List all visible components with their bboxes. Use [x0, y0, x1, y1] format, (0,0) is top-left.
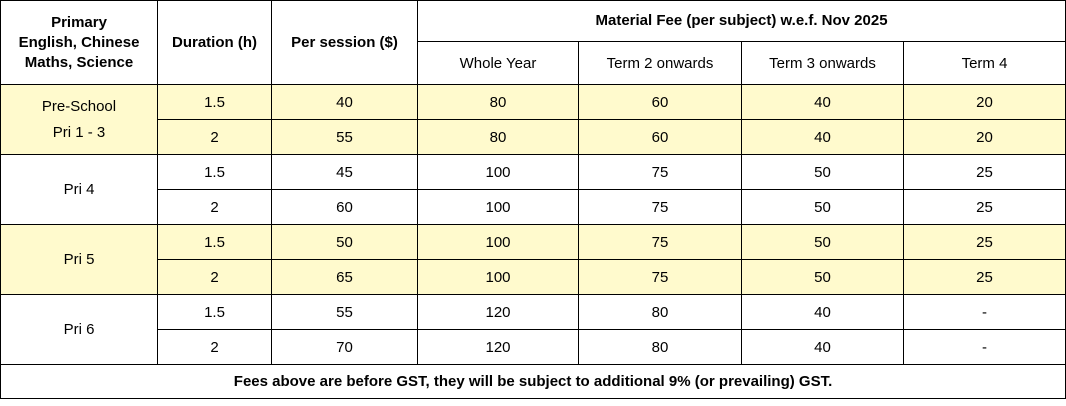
table-row: Pre-School Pri 1 - 3 1.5 40 80 60 40 20: [0, 84, 1066, 155]
per-session-cell: 60: [271, 189, 418, 225]
term4-cell: 25: [902, 189, 1066, 225]
term2-header: Term 2 onwards: [578, 41, 742, 85]
level-label: Pre-School: [41, 97, 117, 115]
per-session-cell: 45: [271, 154, 418, 190]
per-session-cell: 55: [271, 294, 418, 330]
term3-cell: 40: [741, 84, 904, 120]
term3-header: Term 3 onwards: [741, 41, 904, 85]
duration-header: Duration (h): [157, 0, 272, 85]
term2-cell: 80: [578, 329, 742, 365]
term4-cell: 20: [902, 119, 1066, 155]
term2-cell: 60: [578, 119, 742, 155]
level-header: Primary English, Chinese Maths, Science: [0, 0, 158, 85]
level-label: Pri 5: [63, 250, 95, 268]
table-row: 2 60 100 75 50 25: [1, 189, 1066, 225]
per-session-cell: 55: [271, 119, 418, 155]
level-cell: Pre-School Pri 1 - 3: [0, 84, 158, 155]
per-session-header: Per session ($): [271, 0, 418, 85]
term2-cell: 60: [578, 84, 742, 120]
level-cell: Pri 4: [0, 154, 158, 225]
term3-cell: 50: [741, 189, 904, 225]
duration-cell: 1.5: [157, 84, 272, 120]
term3-cell: 40: [741, 119, 904, 155]
term2-cell: 75: [578, 224, 742, 260]
level-label: Pri 4: [63, 180, 95, 198]
table-row: Pri 5 1.5 50 100 75 50 25: [0, 224, 1066, 295]
table-row: 2 65 100 75 50 25: [1, 259, 1066, 295]
term4-cell: 25: [902, 259, 1066, 295]
term4-cell: -: [902, 329, 1066, 365]
table-row: 2 55 80 60 40 20: [1, 119, 1066, 155]
duration-cell: 2: [157, 189, 272, 225]
term3-cell: 50: [741, 259, 904, 295]
table-row: Pri 6 1.5 55 120 80 40 -: [0, 294, 1066, 365]
whole-year-cell: 80: [417, 84, 579, 120]
whole-year-cell: 120: [417, 294, 579, 330]
whole-year-cell: 100: [417, 224, 579, 260]
per-session-cell: 50: [271, 224, 418, 260]
table-row: 2 70 120 80 40 -: [1, 329, 1066, 365]
level-header-line-1: Primary: [51, 13, 107, 31]
term4-cell: 25: [902, 154, 1066, 190]
term4-header: Term 4: [902, 41, 1066, 85]
level-header-line-2: English, Chinese: [18, 33, 140, 51]
whole-year-cell: 100: [417, 154, 579, 190]
level-cell: Pri 5: [0, 224, 158, 295]
whole-year-cell: 120: [417, 329, 579, 365]
duration-cell: 1.5: [157, 224, 272, 260]
level-label: Pri 1 - 3: [52, 123, 106, 141]
per-session-cell: 40: [271, 84, 418, 120]
table-row: Pri 4 1.5 45 100 75 50 25: [0, 154, 1066, 225]
material-fee-header: Material Fee (per subject) w.e.f. Nov 20…: [416, 0, 1066, 42]
term2-cell: 80: [578, 294, 742, 330]
term3-cell: 40: [741, 329, 904, 365]
duration-cell: 2: [157, 119, 272, 155]
term2-cell: 75: [578, 189, 742, 225]
duration-cell: 1.5: [157, 154, 272, 190]
term3-cell: 50: [741, 154, 904, 190]
per-session-cell: 70: [271, 329, 418, 365]
whole-year-header: Whole Year: [417, 41, 579, 85]
whole-year-cell: 80: [417, 119, 579, 155]
term4-cell: 25: [902, 224, 1066, 260]
whole-year-cell: 100: [417, 189, 579, 225]
duration-cell: 2: [157, 259, 272, 295]
duration-cell: 1.5: [157, 294, 272, 330]
term2-cell: 75: [578, 154, 742, 190]
term4-cell: 20: [902, 84, 1066, 120]
level-cell: Pri 6: [0, 294, 158, 365]
term2-cell: 75: [578, 259, 742, 295]
term3-cell: 40: [741, 294, 904, 330]
duration-cell: 2: [157, 329, 272, 365]
term4-cell: -: [902, 294, 1066, 330]
term3-cell: 50: [741, 224, 904, 260]
level-header-line-3: Maths, Science: [24, 53, 134, 71]
whole-year-cell: 100: [417, 259, 579, 295]
level-label: Pri 6: [63, 320, 95, 338]
gst-footnote: Fees above are before GST, they will be …: [0, 364, 1066, 399]
per-session-cell: 65: [271, 259, 418, 295]
